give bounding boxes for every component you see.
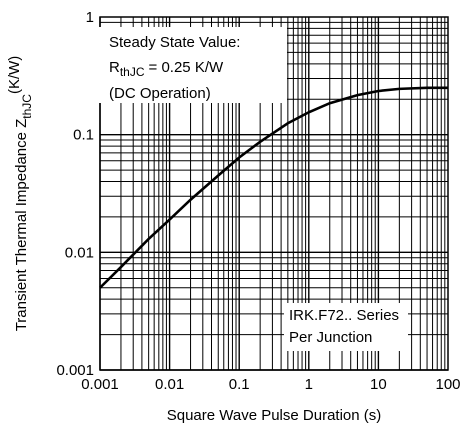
steady-state-line3: (DC Operation) <box>109 85 211 102</box>
y-tick-label: 0.01 <box>65 244 94 261</box>
x-tick-label: 10 <box>370 376 387 393</box>
steady-state-r: R <box>109 59 120 76</box>
x-tick-label: 0.001 <box>81 376 119 393</box>
x-tick-label: 0.1 <box>229 376 250 393</box>
plot-frame <box>99 16 449 371</box>
steady-state-annotation-bg <box>97 27 287 103</box>
x-axis-label: Square Wave Pulse Duration (s) <box>167 407 382 424</box>
y-tick-labels: 0.001 0.01 0.1 1 <box>56 9 94 379</box>
steady-state-r-sub: thJC <box>120 65 145 79</box>
y-tick-label: 1 <box>86 9 94 26</box>
steady-state-line2: RthJC = 0.25 K/W <box>109 59 224 79</box>
y-axis-label-sub: thJC <box>20 94 34 119</box>
steady-state-value: = 0.25 K/W <box>149 59 224 76</box>
y-axis-label-unit: (K/W) <box>6 56 23 94</box>
series-line2: Per Junction <box>289 329 372 346</box>
steady-state-line1: Steady State Value: <box>109 34 240 51</box>
y-axis-label-main: Transient Thermal Impedance Z <box>13 119 30 332</box>
y-tick-label: 0.1 <box>73 127 94 144</box>
series-line <box>99 86 448 289</box>
series-annotation-bg <box>284 303 408 351</box>
x-tick-label: 1 <box>305 376 313 393</box>
series-annotation: IRK.F72.. Series Per Junction <box>284 303 408 351</box>
x-tick-labels: 0.001 0.01 0.1 1 10 100 <box>81 376 460 393</box>
x-tick-label: 0.01 <box>155 376 184 393</box>
steady-state-annotation: Steady State Value: RthJC = 0.25 K/W (DC … <box>97 27 287 103</box>
y-tick-label: 0.001 <box>56 362 94 379</box>
series-line1: IRK.F72.. Series <box>289 307 399 324</box>
y-axis-label: Transient Thermal Impedance ZthJC(K/W) <box>6 56 34 332</box>
x-tick-label: 100 <box>435 376 460 393</box>
